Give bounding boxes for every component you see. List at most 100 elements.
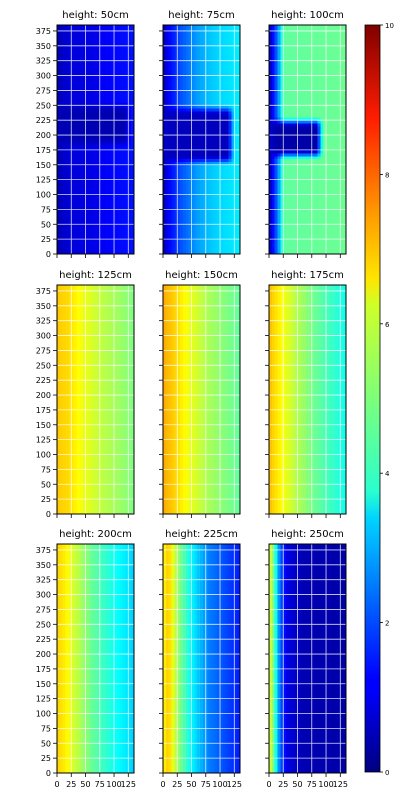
heatmap-cell (65, 224, 69, 228)
heatmap-cell (122, 117, 126, 121)
heatmap-cell (111, 224, 115, 228)
heatmap-cell (131, 111, 135, 115)
heatmap-cell (222, 39, 227, 44)
heatmap-cell (76, 167, 81, 172)
heatmap-cell (71, 197, 75, 201)
heatmap-cell (88, 84, 92, 88)
heatmap-cell (225, 81, 229, 85)
heatmap-cell (288, 39, 293, 44)
heatmap-cell (222, 233, 227, 237)
heatmap-cell (291, 176, 296, 181)
heatmap-cell (65, 152, 69, 157)
heatmap-cell (119, 236, 123, 240)
heatmap-cell (88, 161, 92, 166)
heatmap-cell (225, 179, 229, 184)
heatmap-cell (294, 158, 298, 163)
heatmap-cell (191, 96, 195, 100)
heatmap-cell (228, 200, 232, 204)
heatmap-cell (76, 200, 81, 204)
heatmap-cell (200, 30, 204, 35)
heatmap-cell (202, 36, 207, 41)
heatmap-cell (74, 45, 78, 50)
heatmap-cell (202, 63, 207, 68)
heatmap-cell (205, 84, 210, 88)
heatmap-cell (217, 173, 221, 178)
heatmap-cell (288, 152, 293, 157)
heatmap-cell (234, 179, 238, 184)
heatmap-cell (171, 212, 175, 216)
heatmap-cell (208, 206, 212, 210)
heatmap-cell (116, 30, 121, 35)
heatmap-cell (76, 206, 81, 210)
heatmap-cell (74, 245, 78, 249)
heatmap-cell (174, 215, 178, 219)
heatmap-cell (271, 146, 276, 151)
heatmap-cell (85, 173, 89, 178)
heatmap-cell (177, 149, 181, 154)
heatmap-cell (180, 209, 184, 213)
heatmap-cell (197, 114, 201, 118)
heatmap-cell (277, 236, 281, 240)
heatmap-cell (283, 251, 287, 255)
heatmap-cell (111, 30, 115, 35)
heatmap-cell (286, 209, 290, 213)
heatmap-cell (288, 143, 293, 148)
heatmap-cell (217, 209, 221, 213)
heatmap-cell (174, 185, 178, 189)
heatmap-cell (171, 191, 175, 195)
heatmap-cell (188, 45, 192, 50)
heatmap-cell (237, 203, 241, 207)
heatmap-cell (62, 200, 66, 204)
heatmap-cell (74, 135, 78, 139)
heatmap-cell (194, 99, 198, 103)
heatmap-cell (111, 81, 115, 85)
heatmap-cell (182, 194, 187, 198)
heatmap-cell (234, 143, 238, 148)
heatmap-cell (286, 117, 290, 121)
heatmap-cell (225, 170, 229, 175)
heatmap-cell (119, 173, 123, 178)
heatmap-cell (269, 78, 273, 82)
heatmap-cell (191, 105, 195, 109)
heatmap-cell (200, 170, 204, 175)
heatmap-cell (79, 90, 84, 94)
heatmap-cell (280, 203, 284, 207)
heatmap-cell (208, 152, 212, 157)
heatmap-cell (122, 129, 126, 133)
heatmap-cell (128, 155, 132, 160)
heatmap-cell (62, 206, 66, 210)
heatmap-cell (283, 54, 287, 59)
heatmap-cell (185, 84, 190, 88)
heatmap-cell (222, 203, 227, 207)
heatmap-cell (165, 209, 170, 213)
heatmap-cell (191, 149, 195, 154)
heatmap-cell (57, 152, 61, 157)
heatmap-cell (291, 194, 296, 198)
heatmap-cell (62, 117, 66, 121)
heatmap-cell (128, 242, 132, 246)
heatmap-cell (225, 173, 229, 178)
heatmap-cell (291, 206, 296, 210)
heatmap-cell (174, 60, 178, 65)
heatmap-cell (269, 135, 273, 139)
heatmap-cell (274, 200, 278, 204)
heatmap-cell (174, 132, 178, 136)
heatmap-cell (128, 188, 132, 192)
heatmap-cell (116, 25, 121, 29)
heatmap-cell (94, 87, 98, 91)
heatmap-cell (131, 45, 135, 50)
heatmap-cell (71, 173, 75, 178)
heatmap-cell (96, 42, 101, 47)
heatmap-cell (274, 138, 278, 142)
heatmap-cell (88, 188, 92, 192)
heatmap-cell (65, 176, 69, 181)
heatmap-cell (286, 242, 290, 246)
heatmap-cell (208, 96, 212, 100)
heatmap-cell (85, 185, 89, 189)
heatmap-cell (99, 54, 104, 59)
heatmap-cell (111, 135, 115, 139)
heatmap-cell (168, 39, 172, 44)
heatmap-cell (76, 224, 81, 228)
heatmap-cell (274, 51, 278, 56)
heatmap-cell (202, 108, 207, 112)
